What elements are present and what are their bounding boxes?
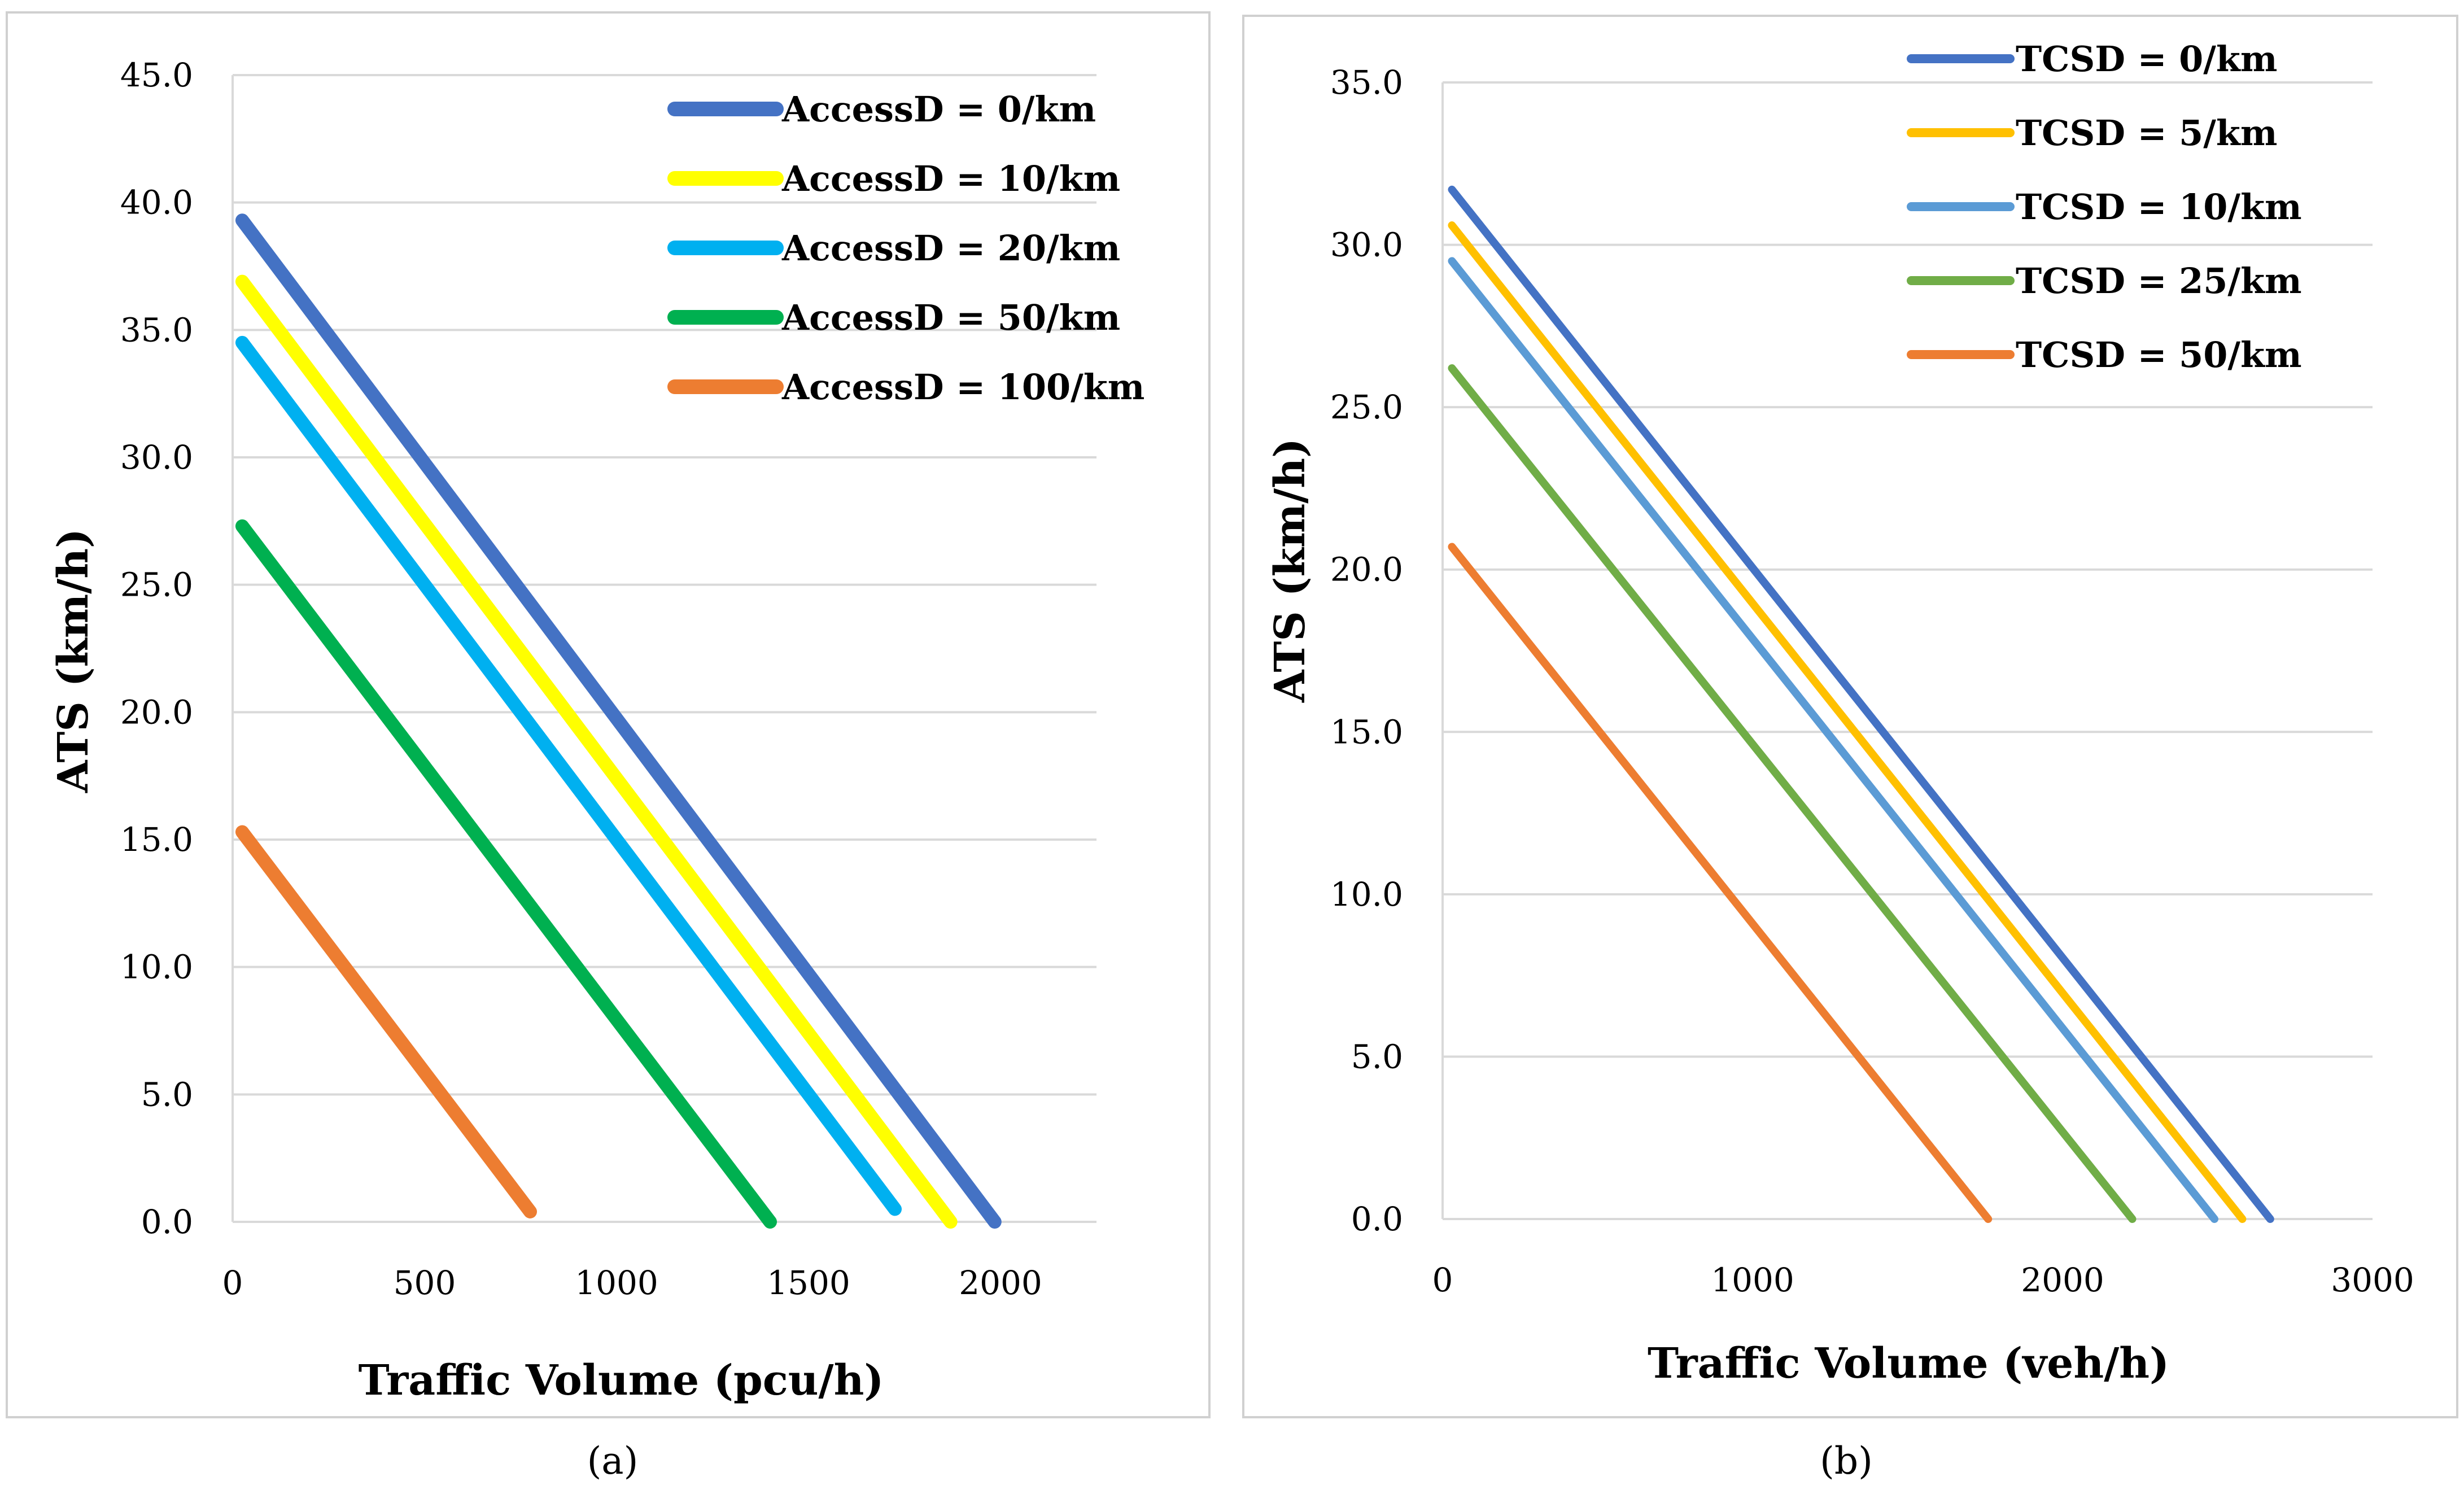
legend-label-accessd-50-km: AccessD = 50/km — [781, 297, 1120, 338]
x-tick-label-b-2: 2000 — [2021, 1261, 2104, 1299]
series-line-accessd-0-km — [235, 213, 1002, 1229]
y-tick-label-a-1: 5.0 — [141, 1075, 193, 1113]
y-tick-label-b-5: 25.0 — [1330, 388, 1403, 426]
y-tick-label-a-7: 35.0 — [120, 311, 193, 349]
y-tick-label-b-2: 10.0 — [1330, 875, 1403, 914]
panel-b-series — [1448, 185, 2274, 1223]
legend-label-tcsd-0-km: TCSD = 0/km — [2016, 38, 2278, 80]
x-tick-label-b-3: 3000 — [2331, 1261, 2414, 1299]
legend-label-accessd-0-km: AccessD = 0/km — [781, 89, 1096, 130]
x-tick-label-a-2: 1000 — [575, 1264, 658, 1302]
x-tick-label-a-4: 2000 — [959, 1264, 1042, 1302]
legend-label-tcsd-50-km: TCSD = 50/km — [2016, 334, 2302, 375]
y-tick-label-b-6: 30.0 — [1330, 226, 1403, 264]
x-tick-label-b-0: 0 — [1432, 1261, 1453, 1299]
panel-b-x-axis-title: Traffic Volume (veh/h) — [1648, 1339, 2169, 1388]
legend-label-tcsd-10-km: TCSD = 10/km — [2016, 186, 2302, 228]
panel-a-x-axis-title: Traffic Volume (pcu/h) — [359, 1356, 884, 1405]
panel-b-caption: (b) — [1820, 1439, 1873, 1483]
chart-panel-a: 0.0 5.0 10.0 15.0 20.0 25.0 30.0 35.0 40.0 45.0 0… — [6, 11, 1211, 1418]
panel-a-series — [235, 213, 1002, 1229]
series-line-accessd-10-km — [235, 274, 958, 1229]
panel-a-legend: AccessD = 0/km AccessD = 10/km AccessD = 2… — [667, 89, 1144, 408]
y-tick-label-b-4: 20.0 — [1330, 551, 1403, 589]
y-tick-label-a-2: 10.0 — [120, 948, 193, 986]
panel-b-border — [1242, 15, 2458, 1418]
panel-a-y-ticks: 0.0 5.0 10.0 15.0 20.0 25.0 30.0 35.0 40.0 45.0 — [120, 56, 193, 1241]
series-line-accessd-100-km — [235, 825, 537, 1218]
series-line-tcsd-25-km — [1448, 364, 2137, 1223]
y-tick-label-a-5: 25.0 — [120, 566, 193, 604]
panel-a-x-ticks: 0 500 1000 1500 2000 — [222, 1264, 1042, 1302]
legend-label-accessd-10-km: AccessD = 10/km — [781, 158, 1120, 199]
x-tick-label-a-0: 0 — [222, 1264, 243, 1302]
legend-label-accessd-100-km: AccessD = 100/km — [781, 366, 1144, 408]
series-line-tcsd-0-km — [1448, 185, 2274, 1223]
panel-b-x-ticks: 0 1000 2000 3000 — [1432, 1261, 2414, 1299]
chart-panel-b: 0.0 5.0 10.0 15.0 20.0 25.0 30.0 35.0 0 1000 2000… — [1242, 15, 2458, 1418]
series-line-accessd-50-km — [235, 519, 777, 1229]
series-line-tcsd-10-km — [1448, 257, 2219, 1223]
series-line-accessd-20-km — [235, 335, 902, 1216]
y-tick-label-a-3: 15.0 — [120, 820, 193, 859]
y-tick-label-b-7: 35.0 — [1330, 63, 1403, 102]
panel-b-y-ticks: 0.0 5.0 10.0 15.0 20.0 25.0 30.0 35.0 — [1330, 63, 1403, 1238]
y-tick-label-a-9: 45.0 — [120, 56, 193, 94]
panel-a-caption: (a) — [587, 1439, 639, 1483]
y-tick-label-b-3: 15.0 — [1330, 713, 1403, 751]
legend-label-accessd-20-km: AccessD = 20/km — [781, 228, 1120, 269]
y-tick-label-a-6: 30.0 — [120, 438, 193, 477]
x-tick-label-b-1: 1000 — [1711, 1261, 1794, 1299]
x-tick-label-a-3: 1500 — [767, 1264, 850, 1302]
y-tick-label-a-8: 40.0 — [120, 184, 193, 222]
panel-a-gridlines — [233, 74, 1096, 1096]
y-tick-label-b-1: 5.0 — [1351, 1037, 1403, 1076]
y-tick-label-b-0: 0.0 — [1351, 1200, 1403, 1238]
y-tick-label-a-0: 0.0 — [141, 1203, 193, 1241]
y-tick-label-a-4: 20.0 — [120, 693, 193, 731]
legend-label-tcsd-5-km: TCSD = 5/km — [2016, 112, 2278, 154]
legend-label-tcsd-25-km: TCSD = 25/km — [2016, 260, 2302, 302]
panel-b-legend: TCSD = 0/km TCSD = 5/km TCSD = 10/km TCSD =… — [1907, 38, 2302, 375]
series-line-tcsd-50-km — [1448, 543, 1993, 1223]
x-tick-label-a-1: 500 — [394, 1264, 456, 1302]
series-line-tcsd-5-km — [1448, 221, 2247, 1223]
panel-a-y-axis-title: ATS (km/h) — [49, 528, 98, 793]
panel-b-y-axis-title: ATS (km/h) — [1266, 438, 1314, 703]
